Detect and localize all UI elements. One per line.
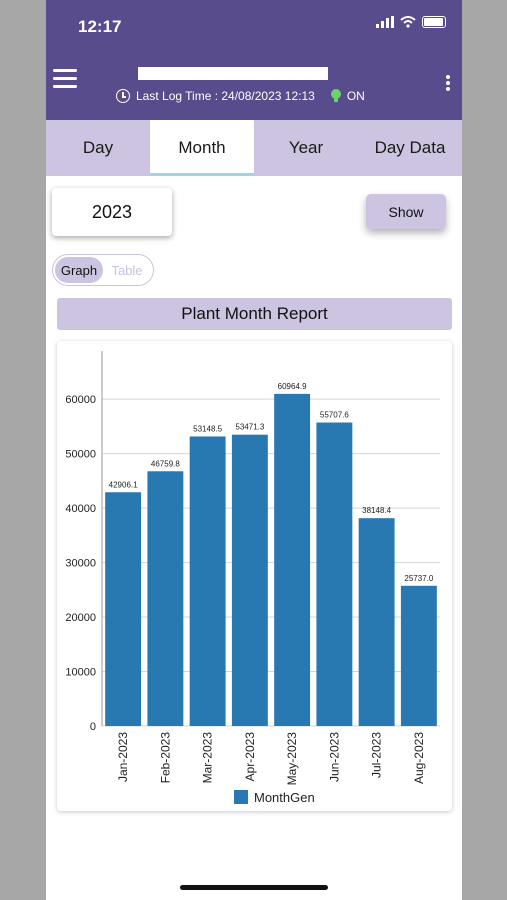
- x-tick-label: Aug-2023: [412, 732, 426, 784]
- x-tick-label: Apr-2023: [243, 732, 257, 782]
- legend-label: MonthGen: [254, 790, 315, 805]
- view-toggle: Graph Table: [52, 254, 154, 286]
- month-bar-chart: 0 10000 20000 30000 40000 50000 60000 42906.1 Ja…: [65, 351, 440, 805]
- graph-toggle-option[interactable]: Graph: [55, 257, 103, 283]
- y-tick-label: 10000: [65, 667, 96, 679]
- x-tick-label: Jan-2023: [116, 732, 130, 782]
- show-button[interactable]: Show: [366, 194, 446, 229]
- app-header: Last Log Time : 24/08/2023 12:13 ON: [46, 52, 462, 120]
- tab-month[interactable]: Month: [150, 120, 254, 176]
- status-time: 12:17: [78, 17, 122, 36]
- status-text: ON: [346, 89, 365, 103]
- table-toggle-option[interactable]: Table: [111, 262, 143, 278]
- bar: [231, 434, 268, 726]
- status-bar: 12:17: [46, 0, 462, 52]
- y-tick-label: 60000: [65, 394, 96, 406]
- bar-value-label: 46759.8: [151, 459, 180, 468]
- bar: [189, 436, 226, 726]
- x-tick-label: May-2023: [285, 732, 299, 786]
- clock-icon: [116, 89, 130, 103]
- bar-value-label: 53148.5: [193, 424, 222, 433]
- last-log-info: Last Log Time : 24/08/2023 12:13 ON: [116, 89, 365, 103]
- bar-value-label: 38148.4: [362, 506, 391, 515]
- x-tick-label: Feb-2023: [158, 732, 172, 784]
- plant-name-redacted: [138, 67, 328, 80]
- tab-day-data[interactable]: Day Data: [374, 138, 446, 157]
- signal-icon: [376, 16, 394, 28]
- bar-value-label: 53471.3: [235, 423, 264, 432]
- y-tick-label: 20000: [65, 612, 96, 624]
- app-screen: 12:17 Last Log Time : 24/08/2023 12:13 O…: [46, 0, 462, 900]
- month-chart-card: 0 10000 20000 30000 40000 50000 60000 42906.1 Ja…: [57, 341, 452, 811]
- bar: [147, 471, 184, 726]
- menu-icon[interactable]: [53, 69, 77, 89]
- bar-value-label: 60964.9: [278, 382, 307, 391]
- status-icons: [376, 16, 446, 28]
- battery-icon: [422, 16, 446, 28]
- bar-value-label: 55707.6: [320, 411, 349, 420]
- x-tick-label: Jun-2023: [327, 732, 341, 782]
- bar: [274, 393, 311, 726]
- bar: [316, 422, 353, 726]
- x-tick-label: Mar-2023: [201, 732, 215, 784]
- y-tick-label: 0: [90, 721, 96, 733]
- bar-value-label: 42906.1: [109, 480, 138, 489]
- year-selector[interactable]: 2023: [52, 188, 172, 236]
- more-options-icon[interactable]: [446, 75, 452, 93]
- period-tabs: Day Month Year Day Data: [46, 120, 462, 176]
- y-tick-label: 30000: [65, 558, 96, 570]
- report-title: Plant Month Report: [57, 298, 452, 330]
- last-log-time: Last Log Time : 24/08/2023 12:13: [136, 89, 315, 103]
- bar-value-label: 25737.0: [404, 574, 433, 583]
- wifi-icon: [400, 16, 416, 28]
- legend-swatch: [234, 790, 248, 804]
- home-indicator: [180, 885, 328, 890]
- bar: [400, 585, 437, 726]
- tab-year[interactable]: Year: [288, 138, 324, 157]
- bar: [105, 492, 142, 726]
- x-tick-label: Jul-2023: [370, 732, 384, 778]
- y-tick-label: 50000: [65, 449, 96, 461]
- tab-day[interactable]: Day: [82, 138, 114, 157]
- y-tick-label: 40000: [65, 503, 96, 515]
- bulb-icon: [330, 89, 341, 103]
- bar: [358, 518, 395, 726]
